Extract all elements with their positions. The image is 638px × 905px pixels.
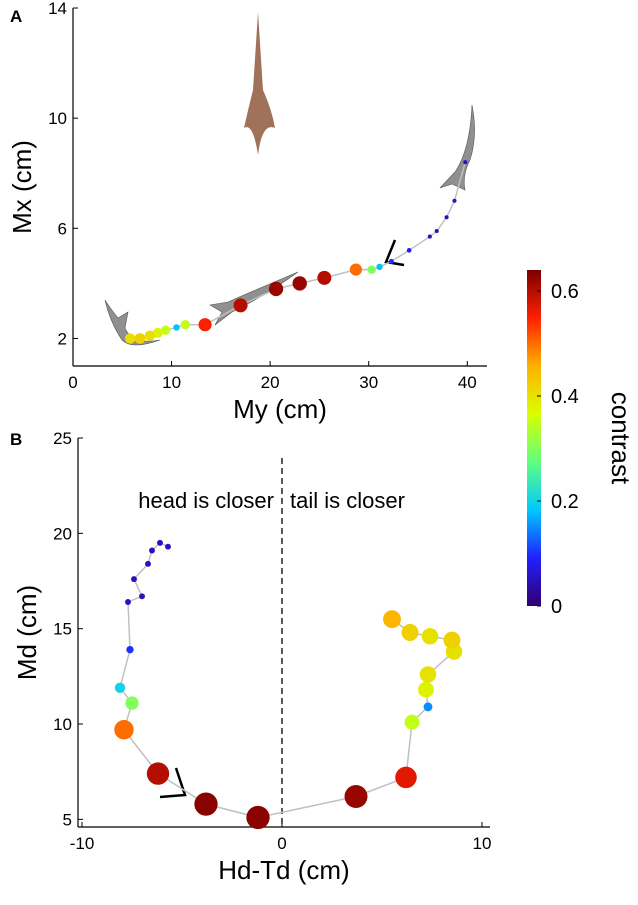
point (160, 325, 171, 335)
y-tick-label: 14 (48, 0, 67, 18)
point (152, 327, 163, 338)
point (388, 258, 394, 264)
x-tick-label: 10 (162, 373, 181, 392)
colorbar-label: contrast (606, 392, 636, 485)
point (376, 263, 383, 271)
y-axis-label: Md (cm) (12, 585, 42, 680)
point (404, 714, 420, 730)
point (406, 248, 412, 253)
point (421, 628, 439, 645)
point (395, 766, 417, 789)
point (157, 539, 163, 546)
y-tick-label: 15 (53, 620, 72, 639)
x-tick-label: 0 (277, 834, 286, 853)
point (246, 805, 270, 830)
x-tick-label: 30 (359, 373, 378, 392)
shark-image (439, 104, 475, 191)
point (367, 265, 376, 274)
point (131, 576, 137, 583)
x-tick-label: 40 (458, 373, 477, 392)
x-tick-label: -10 (70, 834, 95, 853)
point (317, 270, 332, 285)
y-tick-label: 5 (63, 810, 72, 829)
x-tick-label: 0 (68, 373, 77, 392)
panel-label: B (10, 430, 22, 449)
y-tick-label: 20 (53, 524, 72, 543)
point (383, 610, 401, 629)
point (125, 696, 139, 710)
point (144, 330, 156, 341)
x-tick-label: 10 (473, 834, 492, 853)
point (125, 599, 131, 605)
annotation: tail is closer (290, 488, 405, 513)
colorbar-tick-label: 0.4 (551, 386, 579, 408)
point (434, 229, 439, 234)
point (268, 281, 284, 297)
y-tick-label: 10 (53, 715, 72, 734)
colorbar-tick-label: 0.2 (551, 491, 579, 513)
point (114, 682, 126, 693)
shark-image (244, 12, 275, 155)
point (114, 720, 134, 740)
colorbar-tick-label: 0.6 (551, 281, 579, 303)
arrowhead (384, 239, 405, 267)
trajectory-line (130, 162, 467, 340)
point (173, 324, 180, 331)
colorbar (527, 270, 541, 606)
point (180, 319, 191, 330)
point (145, 560, 151, 567)
arrowhead (159, 767, 187, 799)
point (139, 593, 145, 600)
point (418, 681, 434, 698)
point (419, 666, 437, 683)
point (443, 631, 461, 649)
y-tick-label: 6 (58, 219, 67, 238)
point (463, 160, 468, 165)
point (134, 333, 146, 344)
point (444, 215, 449, 220)
point (124, 333, 136, 344)
y-tick-label: 2 (58, 329, 67, 348)
point (233, 298, 248, 313)
point (126, 645, 134, 654)
point (427, 234, 432, 239)
y-tick-label: 25 (53, 429, 72, 448)
colorbar-tick-label: 0 (551, 596, 562, 618)
point (401, 624, 419, 641)
annotation: head is closer (138, 488, 274, 513)
x-tick-label: 20 (261, 373, 280, 392)
point (194, 792, 218, 816)
point (423, 702, 433, 712)
point (149, 547, 155, 554)
x-axis-label: My (cm) (233, 394, 327, 424)
y-axis-label: Mx (cm) (7, 140, 37, 234)
point (452, 198, 457, 203)
panel-label: A (10, 7, 22, 26)
point (349, 263, 362, 276)
point (165, 543, 171, 550)
shark-image (104, 299, 161, 346)
point (146, 762, 170, 785)
x-axis-label: Hd-Td (cm) (218, 855, 349, 885)
y-tick-label: 10 (48, 109, 67, 128)
point (344, 784, 368, 808)
point (292, 276, 307, 291)
point (198, 318, 212, 332)
